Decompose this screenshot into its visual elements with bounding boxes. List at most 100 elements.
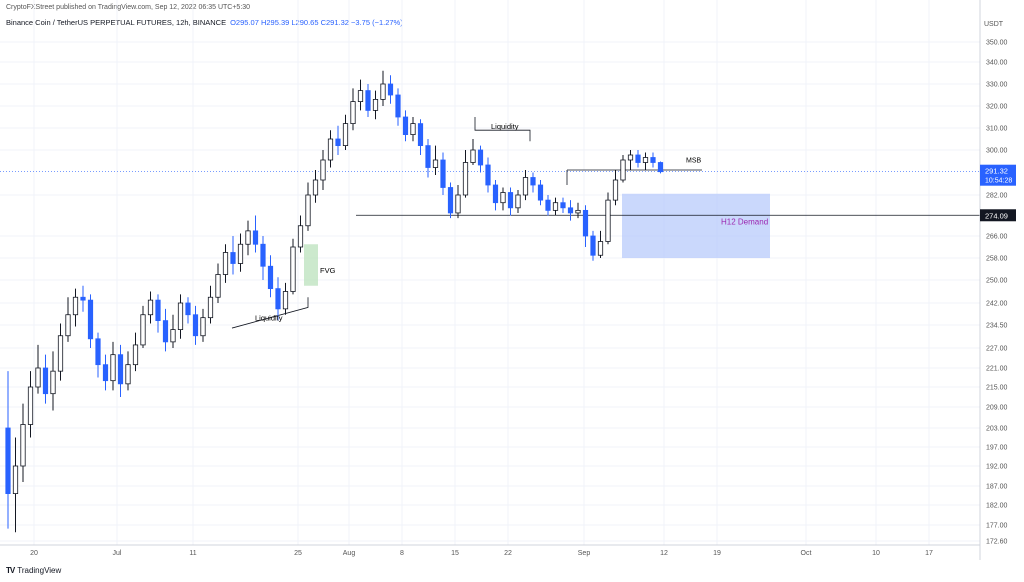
candle-body xyxy=(215,274,221,298)
candle xyxy=(350,88,356,131)
liquidity-label-lower: Liquidity xyxy=(255,314,283,323)
candle-body xyxy=(432,159,439,168)
candle-body xyxy=(477,149,484,166)
candle xyxy=(222,244,229,283)
candle-body xyxy=(575,209,581,214)
candle-body xyxy=(192,314,199,337)
candle-body xyxy=(320,159,326,181)
candle xyxy=(642,152,649,170)
candles xyxy=(5,70,664,533)
candle-body xyxy=(620,159,626,181)
time-tick-label: 22 xyxy=(504,550,512,557)
price-axis[interactable]: 350.00 340.00 330.00 320.00 310.00 300.00 282.… xyxy=(986,40,1008,546)
price-tick-label: 192.00 xyxy=(986,464,1008,471)
candle xyxy=(80,285,86,312)
time-tick-label: 8 xyxy=(400,550,404,557)
candle xyxy=(215,263,221,303)
candle xyxy=(342,114,349,150)
candle xyxy=(605,192,611,245)
candle xyxy=(575,202,581,219)
candle xyxy=(477,145,484,173)
candle-body xyxy=(57,335,64,372)
candle xyxy=(440,152,446,195)
tradingview-branding[interactable]: TV TradingView xyxy=(6,566,61,575)
demand-zone xyxy=(622,193,770,258)
demand-label: H12 Demand xyxy=(721,217,768,226)
candle xyxy=(42,354,49,404)
price-tick-label: 172.60 xyxy=(986,539,1008,546)
candle xyxy=(50,351,56,411)
candle xyxy=(485,157,491,193)
candle-body xyxy=(335,138,341,146)
candle-body xyxy=(222,252,229,275)
time-tick-label: 20 xyxy=(30,550,38,557)
candle-body xyxy=(5,427,11,494)
candle-body xyxy=(462,162,469,196)
candle xyxy=(185,297,191,324)
candle xyxy=(590,230,596,261)
candle xyxy=(455,185,461,219)
candle xyxy=(207,285,214,324)
candle xyxy=(162,308,169,352)
candle-body xyxy=(402,116,409,136)
candle xyxy=(537,180,544,206)
candle xyxy=(612,170,619,206)
time-tick-label: Aug xyxy=(343,550,356,557)
candle-body xyxy=(305,194,311,227)
candle xyxy=(335,125,341,155)
candle-body xyxy=(530,177,536,186)
candle xyxy=(372,90,379,120)
liquidity-line-upper xyxy=(474,117,531,142)
candle xyxy=(417,119,424,155)
candle xyxy=(650,152,656,168)
candle xyxy=(35,344,41,394)
candle-body xyxy=(387,83,394,96)
candle xyxy=(627,150,634,170)
candle-body xyxy=(117,354,124,385)
candle xyxy=(267,255,274,298)
candle xyxy=(320,150,326,190)
time-tick-label: 12 xyxy=(660,550,668,557)
candle-body xyxy=(425,145,431,168)
time-tick-label: Jul xyxy=(113,550,122,557)
grid-lines xyxy=(0,0,980,545)
time-tick-label: Sep xyxy=(578,550,591,557)
candle-body xyxy=(245,230,251,245)
candle-body xyxy=(65,314,71,337)
fvg-label: FVG xyxy=(320,266,336,275)
candle xyxy=(492,180,499,211)
candle xyxy=(192,305,199,345)
last-price-tag xyxy=(980,164,1016,186)
candle-body xyxy=(72,296,79,316)
candle xyxy=(230,236,236,275)
level-price-tag xyxy=(980,209,1016,222)
publish-info: CryptoFXStreet published on TradingView.… xyxy=(6,4,251,11)
candle xyxy=(530,172,536,193)
candle-body xyxy=(485,164,491,186)
candle-body xyxy=(267,265,274,290)
candle xyxy=(380,70,386,106)
candle-body xyxy=(410,123,416,135)
candle xyxy=(597,230,604,258)
candle xyxy=(200,308,206,342)
price-chart[interactable]: Liquidity Liquidity FVG MSB H12 Demand U… xyxy=(0,0,1024,560)
candle xyxy=(507,187,514,216)
liquidity-label-upper: Liquidity xyxy=(491,122,519,131)
price-tick-label: 227.00 xyxy=(986,346,1008,353)
time-axis[interactable]: 20 Jul 11 25 Aug 8 15 22 Sep 12 19 Oct 10 17 xyxy=(30,550,933,557)
candle-body xyxy=(545,199,551,211)
candle xyxy=(27,371,34,438)
candle xyxy=(425,139,431,178)
candle-body xyxy=(147,299,154,316)
price-tick-label: 209.00 xyxy=(986,405,1008,412)
candle-body xyxy=(140,314,146,346)
msb-label: MSB xyxy=(686,158,702,165)
time-tick-label: 17 xyxy=(925,550,933,557)
candle xyxy=(620,155,626,183)
candle xyxy=(402,110,409,142)
candle-body xyxy=(440,159,446,188)
candle-body xyxy=(80,296,86,301)
candle-body xyxy=(102,364,109,382)
price-tick-label: 310.00 xyxy=(986,126,1008,133)
candle-body xyxy=(470,149,476,163)
